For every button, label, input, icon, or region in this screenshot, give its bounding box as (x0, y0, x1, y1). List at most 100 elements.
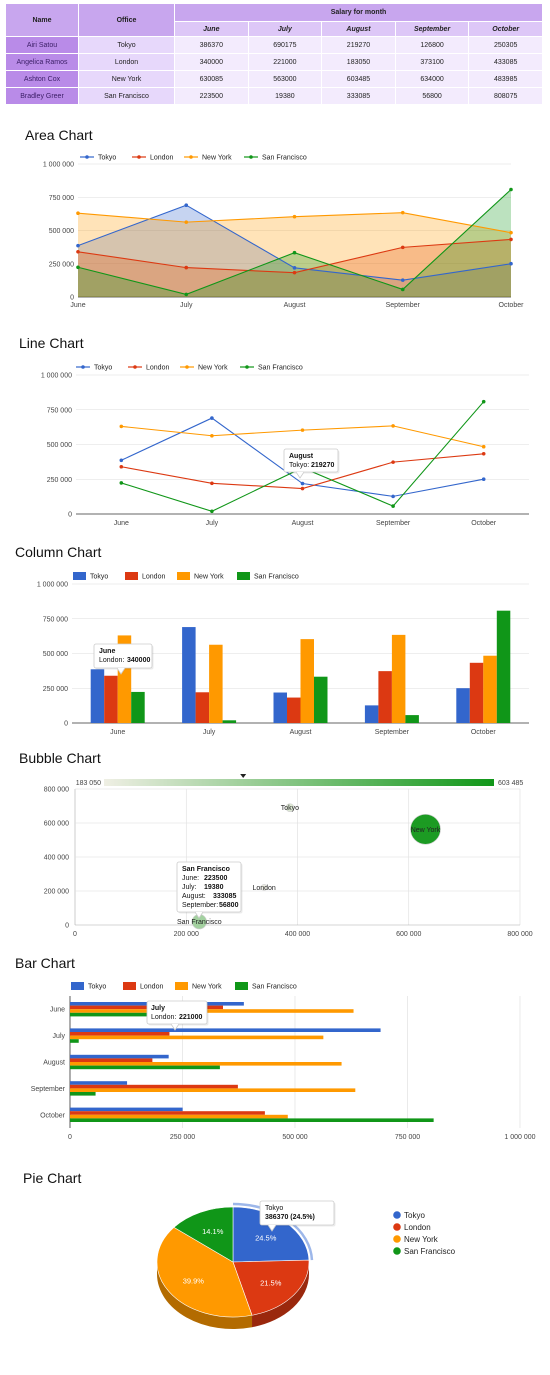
legend-label: San Francisco (252, 984, 297, 991)
tooltip-label: July: (182, 884, 196, 891)
tooltip-label: August: (182, 893, 206, 900)
legend-marker (185, 365, 189, 369)
table-cell-salary: 250305 (468, 36, 543, 54)
table-header-name[interactable]: Name (5, 3, 79, 37)
pie-slice-label: 21.5% (260, 1278, 282, 1287)
x-tick-label: 0 (73, 931, 77, 938)
x-tick-label: 0 (68, 1134, 72, 1141)
y-tick-label: August (43, 1060, 65, 1067)
data-point (119, 458, 124, 463)
data-point (400, 210, 405, 215)
bubble-label: London (252, 885, 275, 892)
legend-label: Tokyo (404, 1211, 425, 1220)
table-cell-salary: 373100 (394, 53, 470, 71)
table-cell-salary: 340000 (174, 53, 249, 71)
table-cell-salary: 56800 (394, 87, 470, 105)
legend-label: Tokyo (88, 984, 106, 991)
legend-label: London (150, 155, 173, 162)
x-tick-label: July (206, 520, 219, 527)
data-point (509, 261, 513, 266)
horizontal-bar (70, 1118, 434, 1122)
y-tick-label: July (53, 1033, 66, 1040)
legend-label: Tokyo (98, 155, 116, 162)
horizontal-bar (70, 1107, 183, 1112)
horizontal-bar (70, 1028, 381, 1032)
data-point (210, 509, 214, 514)
tooltip-title: July (151, 1005, 165, 1012)
data-point (481, 452, 486, 456)
column-bar (483, 655, 497, 723)
column-chart: Tokyo London New York San Francisco 0 250 000… (37, 572, 529, 736)
legend-marker (393, 1235, 401, 1243)
bubble-chart-title: Bubble Chart (19, 750, 101, 766)
legend-marker (133, 365, 137, 369)
table-cell-salary: 603485 (321, 70, 396, 88)
area-chart: Tokyo London New York San Francisco 0 250 000… (43, 155, 525, 310)
y-tick-label: 1 000 000 (41, 373, 72, 380)
x-tick-label: 750 000 (395, 1134, 420, 1141)
bubble-chart: 183 050 603 485 0 200 000 400 000 600 000 800 … (44, 774, 533, 938)
tooltip-label: London: (99, 657, 124, 664)
tooltip-title: August (289, 453, 314, 460)
y-tick-label: 500 000 (47, 442, 72, 449)
legend-label: New York (192, 984, 222, 991)
table-header-month[interactable]: July (247, 21, 323, 37)
table-cell-salary: 690175 (247, 36, 323, 54)
tooltip-tail (194, 911, 204, 919)
tooltip-title: June (99, 648, 115, 655)
tooltip-label: Tokyo: (289, 462, 309, 469)
x-tick-label: 500 000 (282, 1134, 307, 1141)
tooltip-value: 219270 (311, 462, 334, 469)
x-tick-label: July (180, 302, 193, 309)
y-tick-label: 0 (68, 512, 72, 519)
data-point (509, 237, 513, 242)
y-tick-label: 600 000 (44, 821, 69, 828)
x-tick-label: 200 000 (174, 931, 199, 938)
tooltip-value: 56800 (219, 902, 239, 909)
tooltip-box (283, 448, 339, 473)
data-point (509, 230, 513, 235)
column-bar (287, 697, 301, 723)
tooltip (283, 448, 340, 479)
line-chart-title: Line Chart (19, 335, 84, 351)
table-header-month[interactable]: October (468, 21, 543, 37)
table-row: Angelica Ramos London 340000 221000 183050 37… (5, 53, 543, 71)
data-point (210, 481, 214, 486)
data-point (400, 287, 405, 292)
y-tick-label: 750 000 (43, 616, 68, 623)
data-point (300, 428, 305, 432)
tooltip-title: Tokyo (265, 1205, 283, 1212)
color-scale-max: 603 485 (498, 780, 523, 787)
table-header-month[interactable]: June (174, 21, 249, 37)
pie-slice-label: 24.5% (255, 1233, 277, 1242)
table-cell-salary: 630085 (174, 70, 249, 88)
y-tick-label: 0 (65, 923, 69, 930)
legend-label: San Francisco (258, 365, 303, 372)
x-tick-label: October (499, 302, 525, 309)
x-tick-label: 250 000 (170, 1134, 195, 1141)
table-header-office[interactable]: Office (78, 3, 175, 37)
table-cell-salary: 333085 (321, 87, 396, 105)
table-cell-name: Ashton Cox (5, 70, 79, 88)
x-tick-label: September (376, 520, 411, 527)
tooltip-box (176, 861, 242, 913)
table-cell-name: Angelica Ramos (5, 53, 79, 71)
y-tick-label: 200 000 (44, 889, 69, 896)
data-point (76, 265, 80, 270)
horizontal-bar (70, 1084, 238, 1089)
color-scale-min: 183 050 (76, 780, 101, 787)
tooltip-value: 340000 (127, 657, 150, 664)
legend-marker (81, 365, 85, 369)
table-header-month[interactable]: August (321, 21, 396, 37)
tooltip-value: 223500 (204, 875, 227, 882)
data-point (292, 250, 297, 255)
data-point (292, 266, 297, 270)
legend-marker (249, 155, 253, 159)
color-scale-marker (240, 774, 247, 778)
line-chart: Tokyo London New York San Francisco 0 250 000… (41, 365, 529, 527)
horizontal-bar (70, 1039, 79, 1043)
y-tick-label: 800 000 (44, 787, 69, 794)
table-header-month[interactable]: September (394, 21, 470, 37)
horizontal-bar (70, 1054, 169, 1059)
legend-marker (189, 155, 193, 159)
